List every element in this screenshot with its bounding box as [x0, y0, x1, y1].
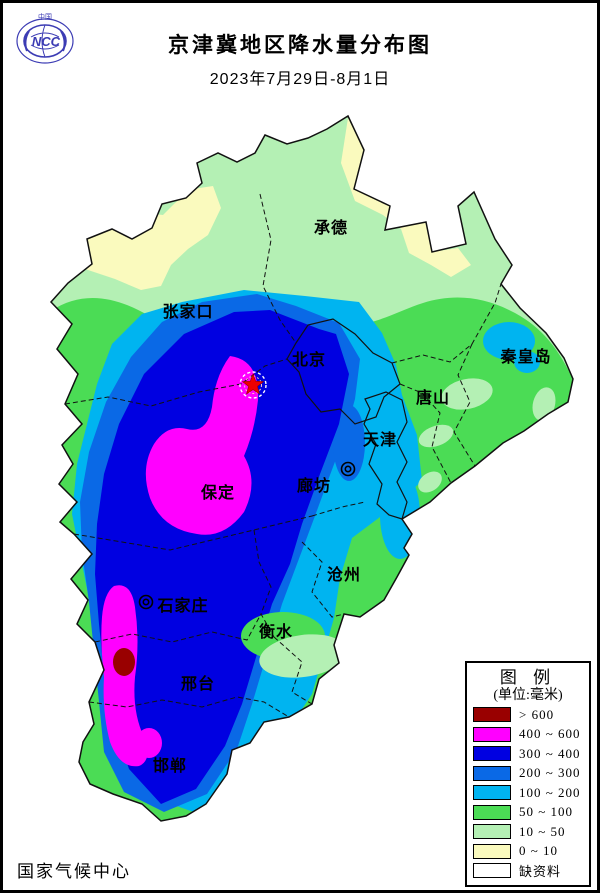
- legend-row: 400 ~ 600: [473, 726, 583, 743]
- legend-swatch-gt600: [473, 707, 511, 723]
- legend-swatch-100-200: [473, 785, 511, 801]
- ncc-logo-top-text: 中国: [38, 12, 52, 21]
- ncc-logo-text: NCC: [32, 34, 61, 49]
- layer-gt600: [113, 648, 135, 676]
- legend-label: 400 ~ 600: [519, 726, 581, 742]
- layer-10-50-hengshui: [259, 634, 347, 678]
- city-label-langfang: 廊坊: [297, 476, 331, 495]
- layer-400-600-southwest-2: [136, 728, 162, 758]
- precipitation-map: 张家口 承德 北京 秦皇岛 唐山 天津 廊坊 保定 沧州 石家庄 衡水 邢台 邯…: [49, 114, 574, 822]
- legend-label: 100 ~ 200: [519, 784, 581, 800]
- city-label-xingtai: 邢台: [180, 674, 215, 693]
- legend-row: 200 ~ 300: [473, 765, 583, 782]
- page-subtitle: 2023年7月29日-8月1日: [209, 71, 391, 88]
- legend-row: 300 ~ 400: [473, 745, 583, 762]
- city-label-cangzhou: 沧州: [327, 565, 361, 584]
- layer-400-600-baoding: [145, 356, 259, 535]
- legend-swatch-50-100: [473, 804, 511, 820]
- layer-300-400-core: [95, 310, 349, 804]
- layer-100-200-tianjin-south: [380, 471, 420, 559]
- tianjin-marker: [340, 461, 356, 477]
- legend-row: 100 ~ 200: [473, 784, 583, 801]
- legend-title: 图 例: [499, 667, 557, 687]
- city-labels: 张家口 承德 北京 秦皇岛 唐山 天津 廊坊 保定 沧州 石家庄 衡水 邢台 邯…: [153, 218, 551, 775]
- legend-swatch-200-300: [473, 765, 511, 781]
- legend-label: > 600: [519, 706, 555, 722]
- layer-100-200-qinhuangdao-2: [514, 351, 540, 373]
- ncc-logo: NCC 中国: [16, 12, 74, 64]
- city-label-chengde: 承德: [314, 218, 348, 237]
- red-star-icon: [241, 373, 265, 395]
- legend-row: 50 ~ 100: [473, 804, 583, 821]
- legend-box: 图 例 (单位:毫米) > 600 400 ~ 600 300 ~ 400 20…: [465, 661, 591, 887]
- legend-label: 缺资料: [519, 864, 562, 880]
- layer-200-300-tianjin: [333, 405, 365, 481]
- city-label-tangshan: 唐山: [416, 388, 450, 407]
- extreme-rainfall-star-marker: [239, 371, 267, 399]
- legend-row: 缺资料: [473, 862, 583, 879]
- layer-0-10-northeast: [341, 118, 471, 277]
- legend-swatch-missing: [473, 863, 511, 879]
- layer-100-200-qinhuangdao: [483, 322, 535, 360]
- city-label-zhangjiakou: 张家口: [162, 302, 213, 321]
- city-label-shijiazhuang: 石家庄: [156, 596, 208, 615]
- layer-10-50-tangshan-coast-2: [418, 424, 454, 448]
- agency-credit: 国家气候中心: [17, 862, 131, 881]
- legend-label: 200 ~ 300: [519, 765, 581, 781]
- city-label-baoding: 保定: [200, 483, 235, 502]
- beijing-boundary: [286, 318, 401, 425]
- legend-row: > 600: [473, 706, 583, 723]
- legend-label: 0 ~ 10: [519, 843, 559, 859]
- city-label-handan: 邯郸: [153, 756, 187, 775]
- prefecture-boundaries: [64, 193, 502, 718]
- legend-row: 0 ~ 10: [473, 843, 583, 860]
- city-label-qinhuangdao: 秦皇岛: [499, 347, 551, 366]
- province-outline: [49, 114, 574, 822]
- shijiazhuang-marker: [138, 594, 154, 610]
- city-label-tianjin: 天津: [363, 431, 397, 449]
- city-label-beijing: 北京: [292, 350, 326, 369]
- city-label-hengshui: 衡水: [259, 622, 293, 641]
- legend-label: 50 ~ 100: [519, 804, 574, 820]
- legend-unit: (单位:毫米): [493, 687, 563, 703]
- layer-10-50-tangshan-coast-3: [418, 471, 442, 493]
- layer-10-50-tangshan-coast: [441, 378, 493, 410]
- city-markers: [138, 461, 356, 610]
- legend-swatch-10-50: [473, 824, 511, 840]
- legend-swatch-300-400: [473, 746, 511, 762]
- legend-row: 10 ~ 50: [473, 823, 583, 840]
- legend-swatch-400-600: [473, 726, 511, 742]
- page-title: 京津冀地区降水量分布图: [168, 34, 432, 57]
- legend-swatch-0-10: [473, 843, 511, 859]
- legend-label: 300 ~ 400: [519, 745, 581, 761]
- legend-label: 10 ~ 50: [519, 823, 566, 839]
